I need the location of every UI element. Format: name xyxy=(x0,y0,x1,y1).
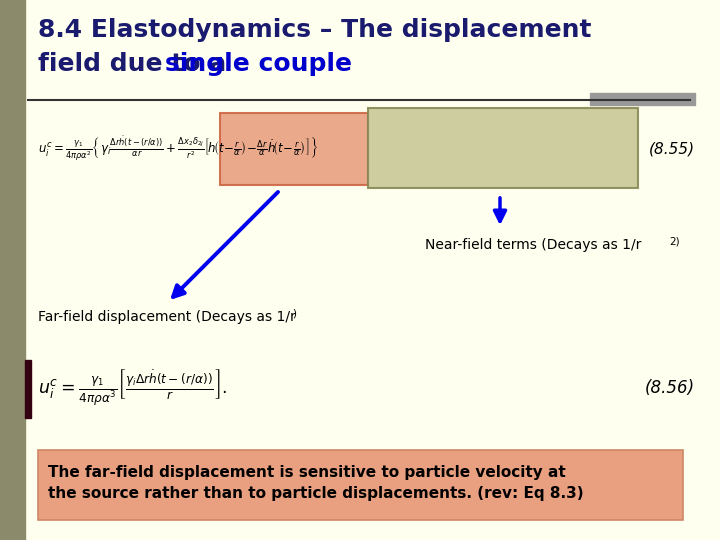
Text: Far-field displacement (Decays as 1/r: Far-field displacement (Decays as 1/r xyxy=(38,310,296,324)
Text: 2): 2) xyxy=(669,236,680,246)
Text: (8.56): (8.56) xyxy=(645,379,695,397)
Bar xyxy=(220,113,368,185)
Bar xyxy=(0,0,25,540)
Text: the source rather than to particle displacements. (rev: Eq 8.3): the source rather than to particle displ… xyxy=(48,486,584,501)
Bar xyxy=(38,450,683,520)
Text: (8.55): (8.55) xyxy=(649,141,695,157)
Text: field due to a: field due to a xyxy=(38,52,235,76)
Bar xyxy=(590,93,695,105)
Text: $u_i^c = \frac{\gamma_1}{4\pi\rho\alpha^3}\left[\frac{\gamma_i\Delta r\dot{h}(t-: $u_i^c = \frac{\gamma_1}{4\pi\rho\alpha^… xyxy=(38,368,227,408)
Bar xyxy=(25,360,31,418)
Bar xyxy=(368,108,638,188)
Text: Near-field terms (Decays as 1/r: Near-field terms (Decays as 1/r xyxy=(425,238,642,252)
Text: 8.4 Elastodynamics – The displacement: 8.4 Elastodynamics – The displacement xyxy=(38,18,592,42)
Text: $u_i^c = \frac{\gamma_1}{4\pi\rho\alpha^2}\left\{\gamma_i\frac{\Delta r\dot{h}(t: $u_i^c = \frac{\gamma_1}{4\pi\rho\alpha^… xyxy=(38,134,318,164)
Text: single couple: single couple xyxy=(165,52,352,76)
Text: ): ) xyxy=(292,308,296,318)
Text: The far-field displacement is sensitive to particle velocity at: The far-field displacement is sensitive … xyxy=(48,465,566,480)
